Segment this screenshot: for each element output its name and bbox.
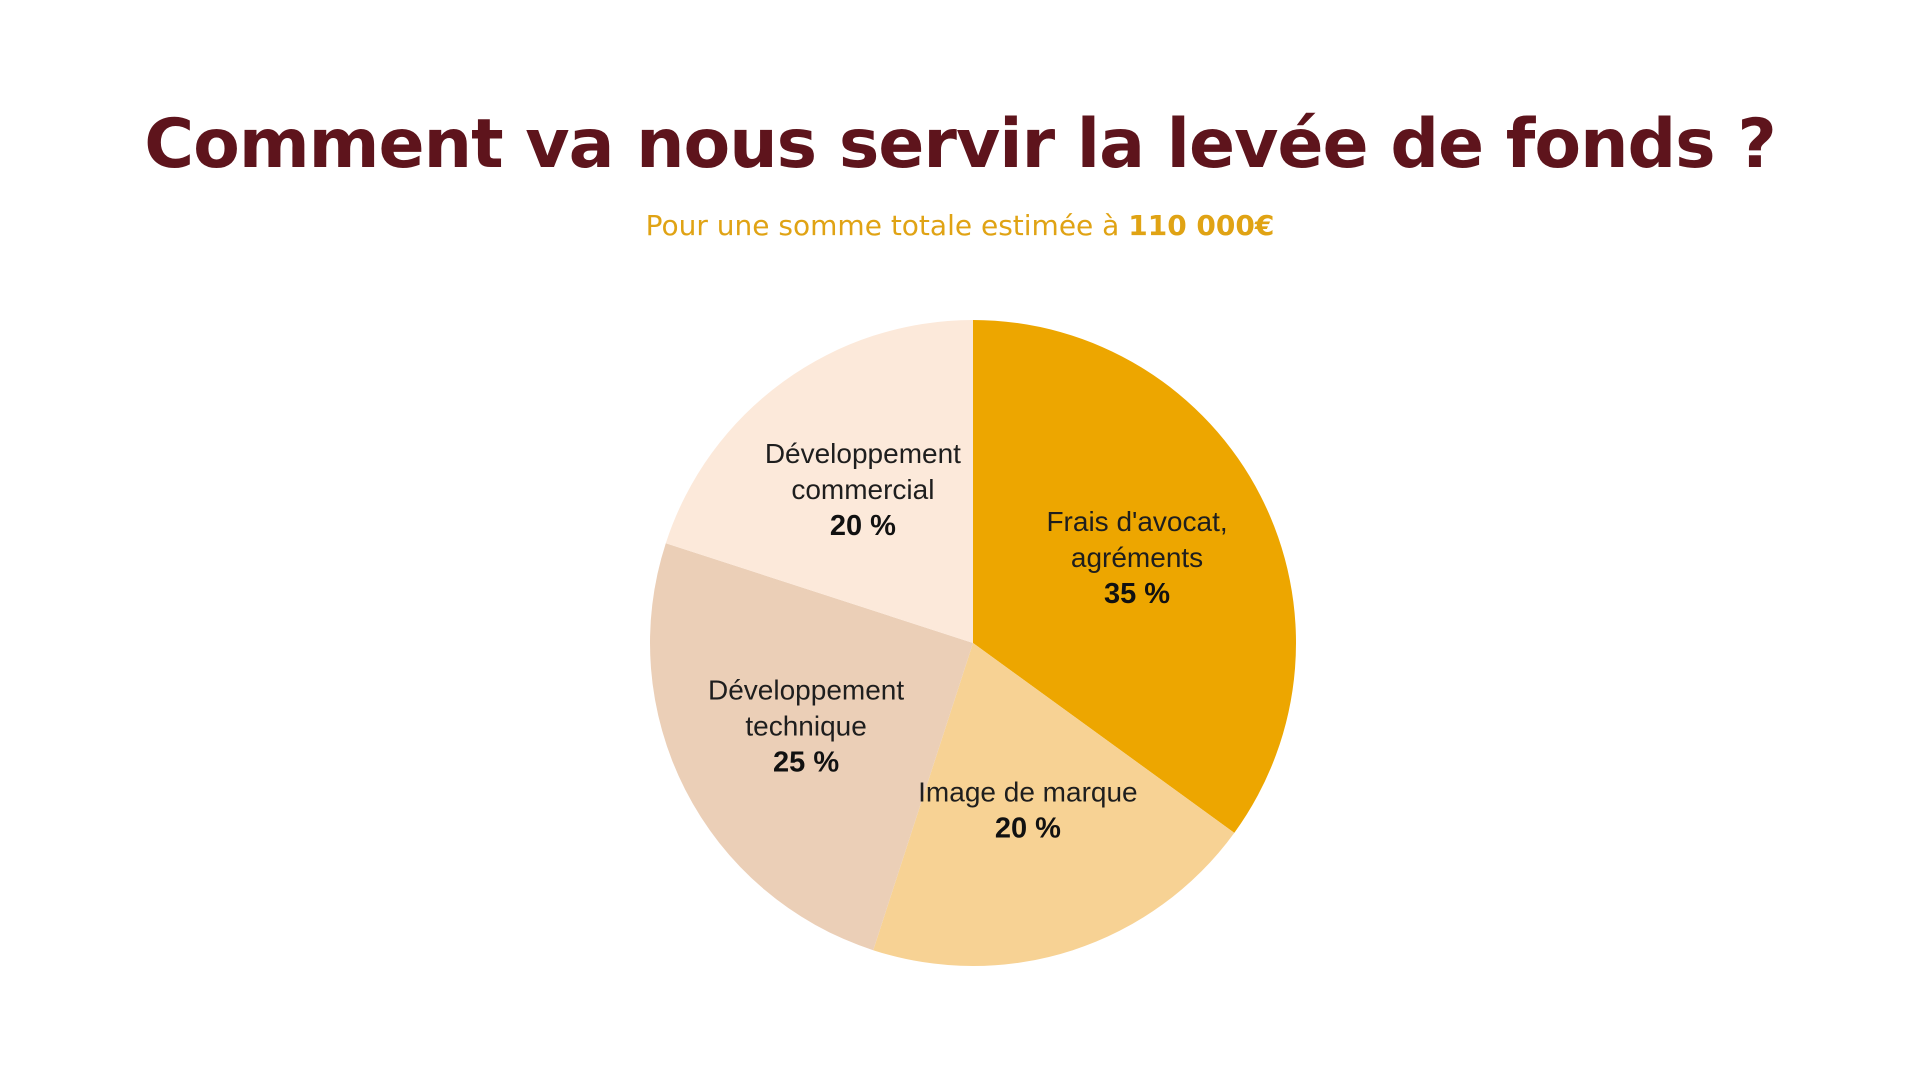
slice-value-4: 20 % xyxy=(830,510,896,542)
slice-label-1-line-2: agréments xyxy=(1071,542,1203,573)
slice-label-2-line-1: Image de marque xyxy=(918,776,1137,807)
slice-label-4-line-2: commercial xyxy=(791,474,934,505)
subtitle-text: Pour une somme totale estimée à xyxy=(645,209,1129,242)
slice-label-1-line-1: Frais d'avocat, xyxy=(1046,506,1227,537)
pie-slice-1 xyxy=(973,320,1296,833)
slice-value-3: 25 % xyxy=(773,747,839,779)
slice-value-2: 20 % xyxy=(995,813,1061,845)
page-subtitle: Pour une somme totale estimée à 110 000€ xyxy=(0,206,1920,246)
slice-label-3-line-2: technique xyxy=(745,710,866,741)
slice-label-3-line-1: Développement xyxy=(708,674,904,705)
pie-slice-2 xyxy=(873,643,1235,966)
slice-value-1: 35 % xyxy=(1104,578,1170,610)
subtitle-amount: 110 000€ xyxy=(1128,209,1275,242)
pie-labels: Frais d'avocat, agréments 35 % Image de mar… xyxy=(708,438,1228,845)
pie-slices xyxy=(649,320,1296,966)
pie-slice-4 xyxy=(665,320,973,643)
slice-label-4-line-1: Développement xyxy=(765,438,961,469)
pie-slice-3 xyxy=(649,543,973,951)
page-title: Comment va nous servir la levée de fonds… xyxy=(144,105,1777,184)
